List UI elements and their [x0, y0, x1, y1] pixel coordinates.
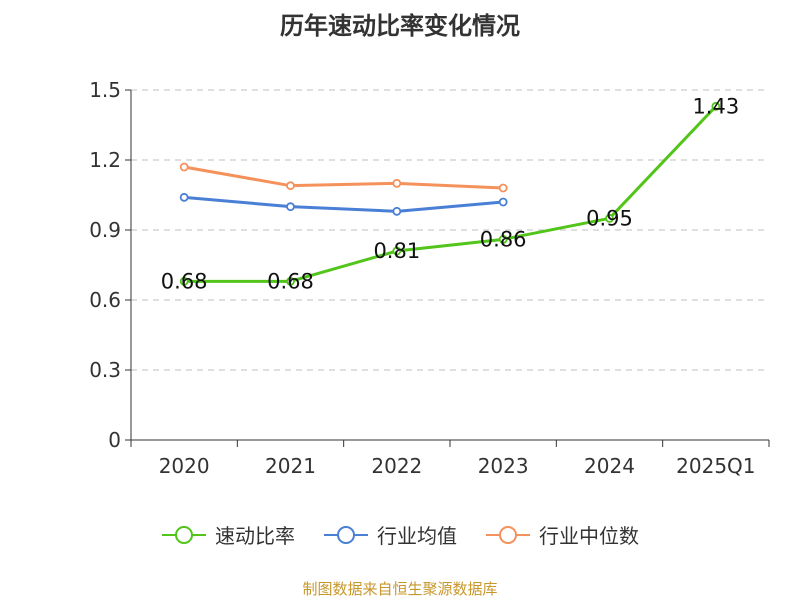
y-tick-label: 1.5: [89, 78, 121, 102]
x-tick-label: 2022: [371, 454, 422, 478]
x-tick-label: 2021: [265, 454, 316, 478]
series-0: [179, 101, 721, 286]
y-tick-label: 0: [108, 428, 121, 452]
legend-swatch: [324, 525, 368, 544]
y-tick-label: 0.9: [89, 218, 121, 242]
data-label: 1.43: [692, 94, 739, 118]
data-point: [711, 101, 721, 111]
y-tick-label: 0.3: [89, 358, 121, 382]
data-label: 0.68: [161, 269, 208, 293]
data-point: [392, 246, 402, 256]
source-note: 制图数据来自恒生聚源数据库: [302, 580, 498, 598]
x-tick-label: 2024: [584, 454, 635, 478]
data-point: [286, 276, 295, 286]
legend-marker: [499, 525, 517, 544]
grid-lines: [131, 89, 769, 371]
data-labels: 0.68 0.68 0.81 0.86 0.95 1.43: [161, 94, 739, 293]
legend: 速动比率 行业均值 行业中位数: [0, 520, 800, 549]
x-tick-label: 2020: [159, 454, 210, 478]
data-point: [286, 202, 295, 212]
legend-item[interactable]: 行业均值: [323, 520, 457, 549]
x-tick-label: 2023: [478, 454, 529, 478]
series-line: [184, 195, 504, 213]
data-label: 0.81: [373, 239, 420, 263]
data-label: 0.95: [586, 206, 633, 230]
data-point: [392, 206, 402, 216]
legend-swatch: [486, 525, 530, 544]
series-line: [183, 165, 504, 190]
legend-item[interactable]: 行业中位数: [485, 520, 639, 549]
legend-item[interactable]: 速动比率: [161, 520, 295, 549]
data-label: 0.68: [267, 269, 314, 293]
data-point: [179, 192, 189, 202]
series-line: [184, 105, 717, 283]
legend-marker: [175, 525, 193, 544]
series-2: [179, 162, 508, 193]
data-point: [392, 178, 402, 188]
chart-title: 历年速动比率变化情况: [280, 12, 520, 40]
legend-swatch: [162, 525, 206, 544]
data-point: [179, 162, 189, 172]
x-tick-label: 2025Q1: [676, 454, 755, 478]
data-label: 0.86: [480, 227, 527, 251]
legend-marker: [337, 525, 355, 544]
data-point: [498, 183, 508, 193]
data-point: [498, 197, 508, 207]
data-point: [498, 234, 508, 244]
data-point: [605, 213, 614, 223]
legend-label: 速动比率: [215, 524, 295, 548]
legend-label: 行业均值: [377, 524, 457, 548]
y-tick-label: 0.6: [89, 288, 121, 312]
y-tick-label: 1.2: [89, 148, 121, 172]
data-point: [286, 181, 295, 191]
legend-label: 行业中位数: [539, 524, 639, 548]
axes: 0 0.3 0.6 0.9 1.2 1.5 2020 2021 2022 2023 2024 2025…: [89, 78, 770, 478]
data-point: [179, 276, 189, 286]
series-1: [179, 192, 508, 216]
series-lines: [179, 101, 721, 286]
